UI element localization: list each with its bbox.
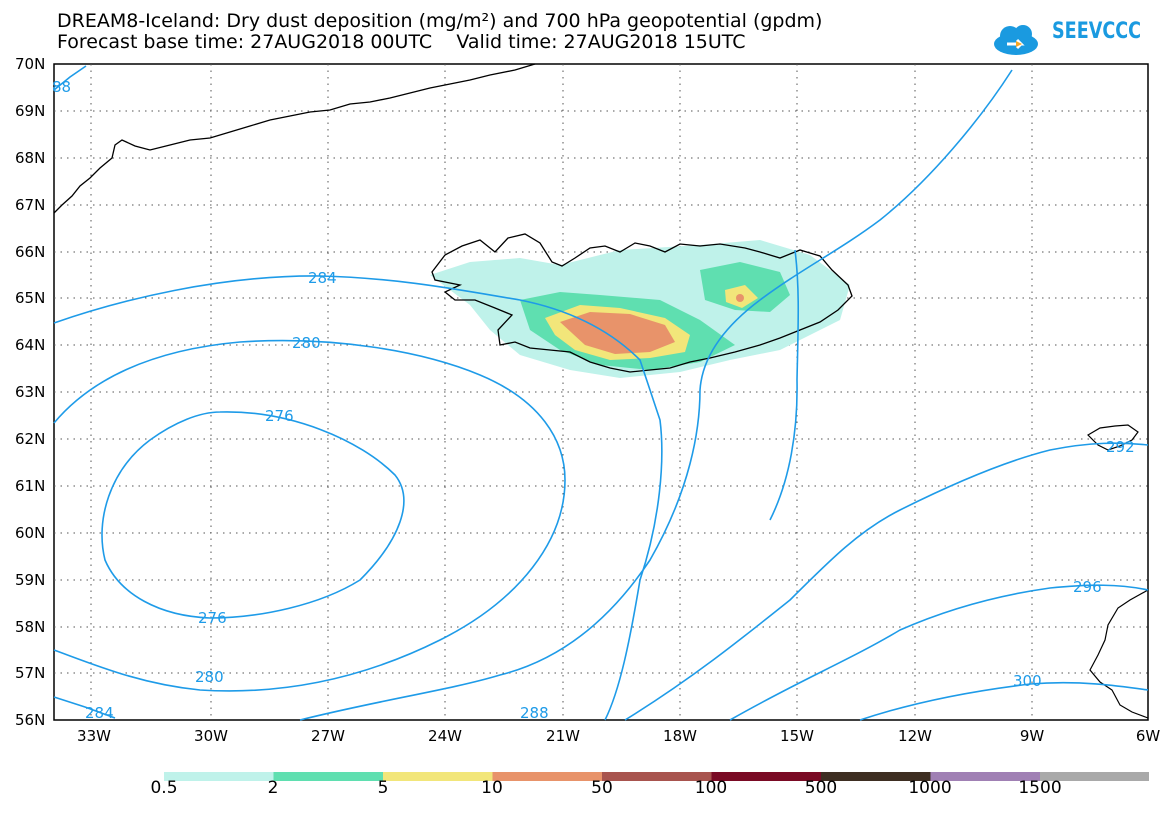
grid-lines [54,64,1148,720]
contour-label: 280 [195,668,224,686]
lon-label: 30W [194,727,228,745]
lat-label: 65N [15,289,46,307]
iceland-coastline [431,233,853,373]
lat-label: 59N [15,571,46,589]
colorbar-swatch [273,772,383,781]
seevccc-logo [994,25,1038,55]
contour-label: 284 [308,269,337,287]
lat-label: 63N [15,383,46,401]
colorbar-swatch [383,772,493,781]
lat-label: 68N [15,149,46,167]
colorbar-label: 50 [591,778,613,798]
lon-label: 12W [898,727,932,745]
colorbar-label: 1500 [1018,778,1062,798]
lon-label: 15W [780,727,814,745]
colorbar-label: 10 [481,778,503,798]
contour-label-group: 88 284 280 276 276 280 284 288 292 296 3… [52,78,1135,722]
colorbar-label: 1000 [908,778,952,798]
geopotential-contours [53,65,1149,721]
map-subtitle: Forecast base time: 27AUG2018 00UTC Vali… [57,31,746,53]
colorbar-label: 100 [694,778,728,798]
contour-label: 276 [198,609,227,627]
colorbar-label: 2 [267,778,279,798]
contour-label: 88 [52,78,71,96]
colorbar-label: 0.5 [150,778,178,798]
greenland-coastline [53,63,536,214]
lat-label: 62N [15,430,46,448]
lon-label: 33W [77,727,111,745]
colorbar-swatch [821,772,931,781]
colorbar-swatch [164,772,274,781]
lat-label: 64N [15,336,46,354]
lat-label: 61N [15,477,46,495]
contour-label: 292 [1106,438,1135,456]
dust-deposition-shading [430,240,850,378]
lon-label: 24W [428,727,462,745]
lat-label: 58N [15,618,46,636]
colorbar-swatch [711,772,821,781]
lat-label: 70N [15,55,46,73]
faroe-coastline [1087,424,1139,451]
colorbar-swatch [492,772,602,781]
colorbar [164,772,1149,781]
colorbar-swatch [930,772,1040,781]
contour-label: 300 [1013,672,1042,690]
lon-label: 27W [311,727,345,745]
map-title: DREAM8-Iceland: Dry dust deposition (mg/… [57,10,823,32]
contour-label: 284 [85,704,114,722]
colorbar-swatch [602,772,712,781]
lat-label: 57N [15,664,46,682]
colorbar-swatch [1040,772,1149,781]
contour-label: 276 [265,407,294,425]
lon-label: 18W [663,727,697,745]
lon-label: 9W [1019,727,1045,745]
colorbar-label: 500 [804,778,838,798]
scotland-coastline [1089,589,1149,719]
contour-label: 296 [1073,578,1102,596]
colorbar-label: 5 [377,778,389,798]
contour-label: 280 [292,334,321,352]
lat-label: 69N [15,102,46,120]
contour-label: 288 [520,704,549,722]
lon-label: 21W [546,727,580,745]
logo-text: SEEVCCC [1052,19,1142,44]
cloud-icon [994,25,1038,55]
lat-label: 60N [15,524,46,542]
lon-label: 6W [1135,727,1161,745]
lat-label: 56N [15,711,46,729]
lat-label: 66N [15,243,46,261]
lat-label: 67N [15,196,46,214]
